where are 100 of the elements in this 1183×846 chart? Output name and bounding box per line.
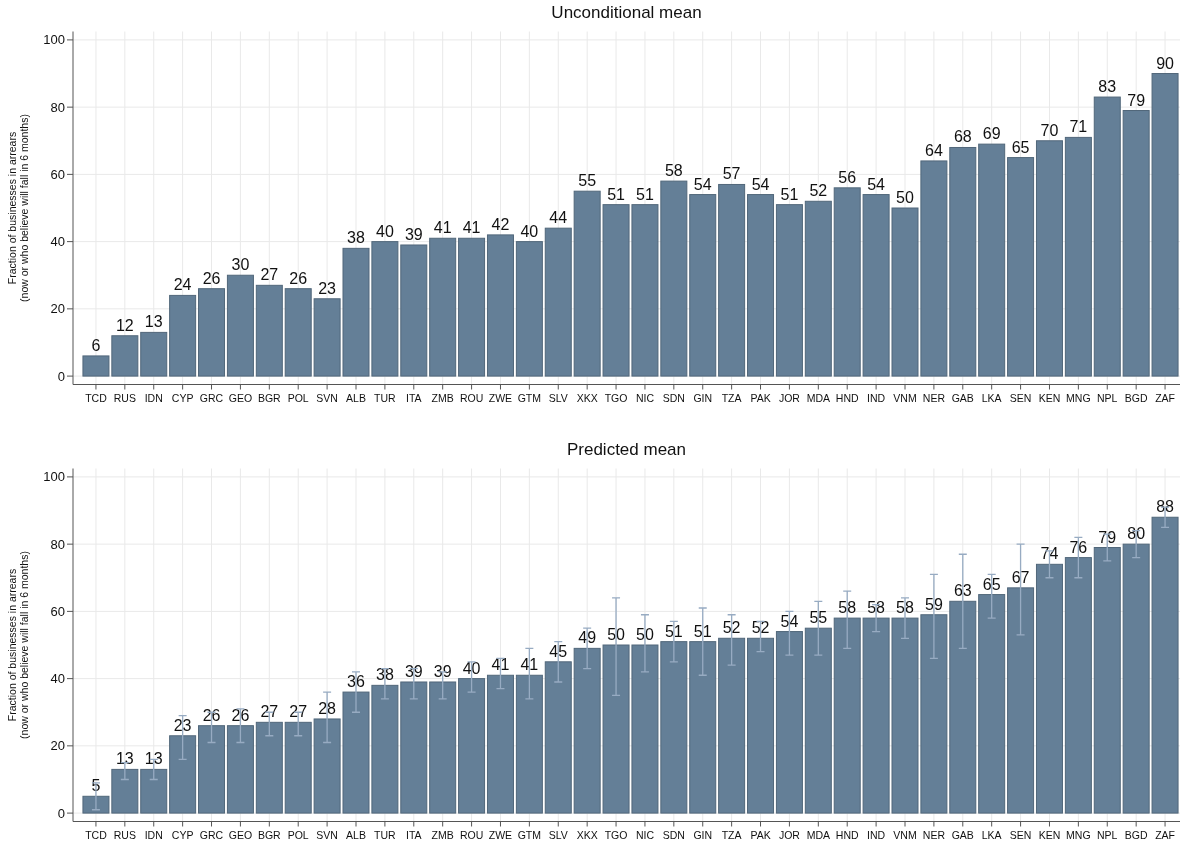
x-tick-label: LKA [981, 828, 1002, 841]
data-label: 6 [91, 336, 101, 354]
data-label: 41 [520, 656, 539, 674]
x-tick-label: TZA [721, 391, 742, 404]
x-tick-label: ROU [459, 391, 484, 404]
data-label: 28 [318, 699, 337, 717]
data-label: 26 [202, 269, 221, 287]
x-tick-label: XKX [576, 391, 598, 404]
data-label: 59 [925, 595, 943, 613]
x-tick-label: IDN [144, 391, 163, 404]
x-tick-label: VNM [893, 391, 917, 404]
x-tick-label: MDA [806, 391, 830, 404]
x-tick-label: MNG [1066, 391, 1091, 404]
data-label: 38 [347, 229, 365, 247]
x-tick-label: MNG [1066, 828, 1091, 841]
x-tick-label: ITA [406, 391, 422, 404]
data-label: 79 [1098, 528, 1117, 546]
x-tick-label: TCD [85, 828, 108, 841]
x-tick-label: GIN [693, 391, 713, 404]
x-tick-label: ZMB [431, 828, 454, 841]
x-tick-label: ALB [346, 828, 366, 841]
data-label: 30 [231, 256, 250, 274]
x-tick-label: GAB [951, 828, 974, 841]
x-tick-label: TUR [374, 391, 397, 404]
x-tick-label: ALB [346, 391, 366, 404]
data-label: 5 [91, 777, 101, 795]
data-label: 70 [1040, 121, 1059, 139]
data-label: 58 [664, 162, 683, 180]
data-label: 52 [809, 182, 828, 200]
x-tick-label: TUR [374, 828, 397, 841]
data-label: 41 [491, 656, 510, 674]
x-tick-label: NPL [1097, 828, 1118, 841]
chart-title: Unconditional mean [551, 3, 702, 22]
x-tick-label: JOR [778, 828, 801, 841]
data-label: 49 [578, 629, 597, 647]
data-label: 74 [1040, 545, 1059, 563]
x-tick-label: BGR [257, 828, 282, 841]
x-tick-label: SEN [1009, 391, 1032, 404]
data-label: 39 [404, 662, 423, 680]
data-label: 54 [751, 175, 770, 193]
data-label: 51 [636, 185, 654, 203]
data-label: 76 [1069, 538, 1088, 556]
y-axis-title: Fraction of businesses in arrears (now or who believe will fall in 6 months) [6, 551, 31, 739]
x-tick-label: POL [287, 828, 309, 841]
x-tick-label: JOR [778, 391, 801, 404]
data-label: 58 [896, 599, 914, 617]
data-label: 26 [289, 269, 308, 287]
data-label: 40 [520, 222, 539, 240]
x-tick-label: TCD [85, 391, 108, 404]
data-label: 39 [404, 225, 423, 243]
data-label: 23 [173, 716, 192, 734]
data-label: 40 [376, 222, 394, 240]
data-label: 56 [838, 168, 857, 186]
x-tick-label: NER [922, 391, 946, 404]
y-tick-label: 0 [57, 368, 65, 384]
data-label: 27 [260, 266, 279, 284]
data-label: 90 [1156, 54, 1175, 72]
x-tick-label: TGO [604, 391, 628, 404]
data-label: 27 [260, 703, 279, 721]
data-label: 51 [664, 622, 683, 640]
data-label: 45 [549, 642, 568, 660]
x-tick-label: ITA [406, 828, 422, 841]
chart-title: Predicted mean [566, 440, 687, 459]
y-tick-label: 60 [50, 166, 65, 182]
x-tick-label: CYP [171, 828, 194, 841]
data-label: 50 [607, 626, 626, 643]
data-label: 50 [896, 189, 914, 206]
data-label: 41 [462, 219, 481, 237]
data-label: 13 [144, 313, 163, 331]
x-tick-label: BGD [1124, 828, 1148, 841]
data-label: 65 [1011, 138, 1030, 156]
y-tick-label: 40 [50, 234, 65, 250]
y-tick-label: 80 [50, 99, 65, 115]
x-tick-label: SEN [1009, 828, 1032, 841]
x-tick-label: SVN [316, 828, 338, 841]
data-label: 26 [202, 706, 221, 724]
data-label: 52 [751, 619, 770, 637]
data-label: 88 [1156, 498, 1175, 516]
data-label: 68 [953, 128, 972, 146]
data-label: 41 [433, 219, 452, 237]
y-tick-label: 20 [50, 301, 65, 317]
data-label: 38 [376, 666, 394, 684]
x-tick-label: ZWE [488, 828, 513, 841]
x-tick-label: SLV [548, 828, 568, 841]
data-label: 65 [982, 575, 1001, 593]
x-tick-label: ROU [459, 828, 484, 841]
data-label: 52 [722, 619, 741, 637]
x-tick-label: NER [922, 828, 946, 841]
x-tick-label: GIN [693, 828, 713, 841]
x-tick-label: PAK [750, 828, 771, 841]
x-tick-label: GTM [517, 391, 542, 404]
x-tick-label: RUS [113, 391, 136, 404]
y-axis-title: Fraction of businesses in arrears (now or who believe will fall in 6 months) [6, 114, 31, 302]
data-label: 55 [809, 609, 828, 627]
x-tick-label: LKA [981, 391, 1002, 404]
data-label: 64 [925, 141, 943, 159]
data-label: 44 [549, 209, 568, 227]
x-tick-label: SLV [548, 391, 568, 404]
data-label: 67 [1011, 568, 1030, 586]
data-label: 23 [318, 279, 337, 297]
